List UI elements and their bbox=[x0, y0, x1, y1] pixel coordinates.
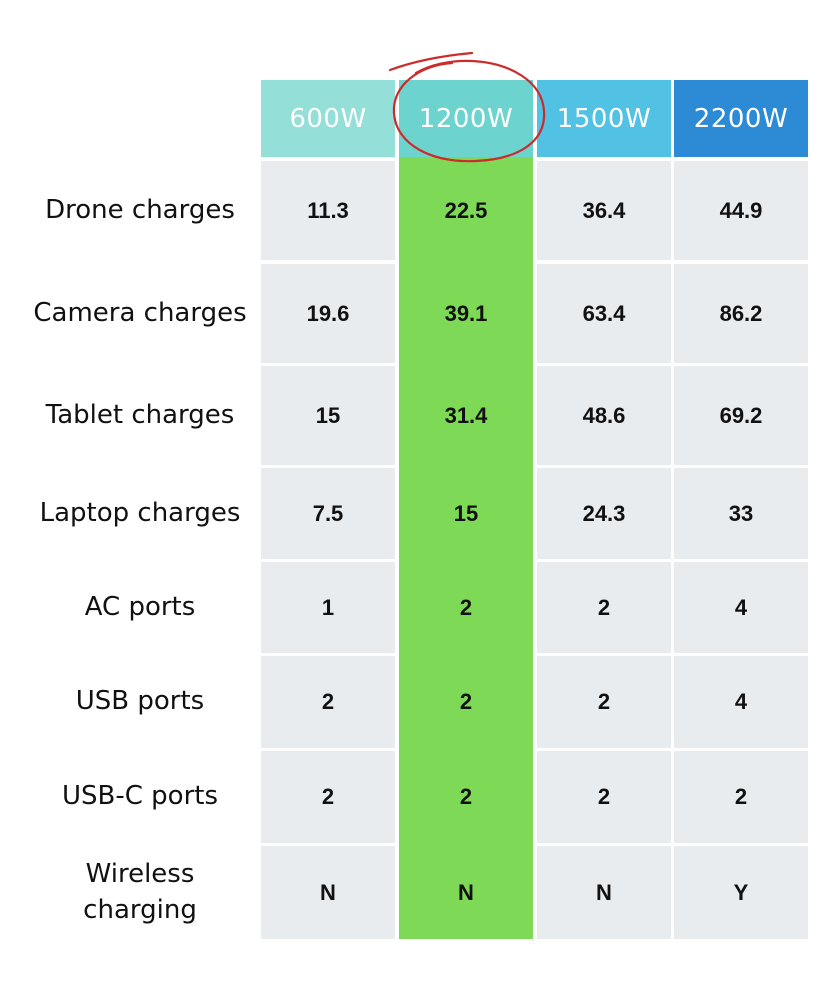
table-cell: 2 bbox=[537, 656, 671, 748]
row-label: Drone charges bbox=[45, 194, 235, 225]
table-cell: 4 bbox=[674, 562, 808, 653]
row-label: Tablet charges bbox=[45, 399, 235, 430]
table-cell: 11.3 bbox=[261, 161, 395, 260]
table-cell: 39.1 bbox=[399, 264, 533, 363]
column-header-1500w: 1500W bbox=[537, 80, 671, 157]
column-header-2200w: 2200W bbox=[674, 80, 808, 157]
table-cell: 2 bbox=[399, 751, 533, 843]
row-label: AC ports bbox=[84, 591, 196, 622]
table-cell: 2 bbox=[261, 751, 395, 843]
table-cell: 7.5 bbox=[261, 468, 395, 559]
row-label: Laptop charges bbox=[39, 497, 241, 528]
table-cell: N bbox=[537, 846, 671, 939]
table-cell: 15 bbox=[399, 468, 533, 559]
table-cell: 2 bbox=[399, 656, 533, 748]
table-cell: 19.6 bbox=[261, 264, 395, 363]
table-cell: 63.4 bbox=[537, 264, 671, 363]
table-cell: 2 bbox=[537, 751, 671, 843]
table-cell: 4 bbox=[674, 656, 808, 748]
table-cell: 36.4 bbox=[537, 161, 671, 260]
table-cell: 22.5 bbox=[399, 161, 533, 260]
table-cell: 44.9 bbox=[674, 161, 808, 260]
table-cell: 2 bbox=[261, 656, 395, 748]
table-cell: 2 bbox=[537, 562, 671, 653]
row-label: Wireless charging bbox=[83, 858, 197, 925]
table-cell: 2 bbox=[674, 751, 808, 843]
column-header-1200w: 1200W bbox=[399, 80, 533, 157]
table-cell: 24.3 bbox=[537, 468, 671, 559]
row-label: USB-C ports bbox=[61, 781, 218, 812]
row-label: USB ports bbox=[75, 686, 205, 717]
table-cell: Y bbox=[674, 846, 808, 939]
table-cell: N bbox=[399, 846, 533, 939]
table-cell: 86.2 bbox=[674, 264, 808, 363]
table-cell: N bbox=[261, 846, 395, 939]
row-label: Camera charges bbox=[33, 297, 247, 328]
column-header-600w: 600W bbox=[261, 80, 395, 157]
table-cell: 1 bbox=[261, 562, 395, 653]
table-cell: 31.4 bbox=[399, 366, 533, 465]
table-cell: 15 bbox=[261, 366, 395, 465]
table-cell: 48.6 bbox=[537, 366, 671, 465]
table-cell: 33 bbox=[674, 468, 808, 559]
table-cell: 69.2 bbox=[674, 366, 808, 465]
table-cell: 2 bbox=[399, 562, 533, 653]
